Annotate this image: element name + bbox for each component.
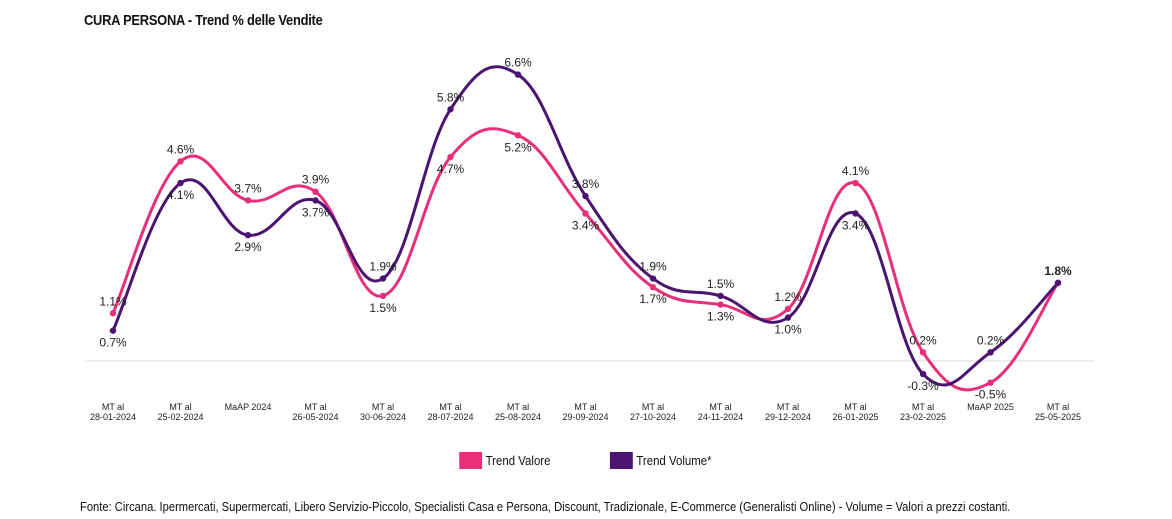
data-point-1-3 <box>312 197 319 204</box>
legend: Trend Valore Trend Volume* <box>0 452 1172 469</box>
x-tick-label-9: MT al 24-11-2024 <box>698 402 743 422</box>
data-label-1-7: 3.8% <box>572 177 600 191</box>
data-label-0-3: 3.9% <box>302 173 330 187</box>
x-tick-label-6: MT al 25-08-2024 <box>495 402 541 422</box>
data-point-0-0 <box>109 310 117 317</box>
data-label-1-2: 2.9% <box>234 240 262 254</box>
data-label-0-9: 1.3% <box>707 310 735 324</box>
data-label-1-6: 6.6% <box>504 56 532 70</box>
data-point-0-13 <box>987 379 994 386</box>
data-point-0-8 <box>649 284 657 291</box>
data-point-1-5 <box>447 106 454 113</box>
legend-item-trend-volume[interactable]: Trend Volume* <box>610 452 712 469</box>
data-point-1-12 <box>919 370 927 378</box>
data-point-1-8 <box>649 275 657 282</box>
data-point-0-11 <box>852 179 859 187</box>
data-point-0-7 <box>582 210 589 217</box>
x-tick-label-12: MT al 23-02-2025 <box>900 402 946 422</box>
data-label-0-8: 1.7% <box>639 292 667 306</box>
data-label-0-12: 0.2% <box>909 333 937 347</box>
data-label-0-13: -0.5% <box>975 388 1007 402</box>
legend-item-trend-valore[interactable]: Trend Valore <box>459 452 551 469</box>
x-tick-label-7: MT al 29-09-2024 <box>562 402 608 422</box>
chart-title: CURA PERSONA - Trend % delle Vendite <box>84 12 323 29</box>
data-point-1-4 <box>379 275 387 282</box>
x-tick-label-5: MT al 28-07-2024 <box>427 402 473 422</box>
data-point-0-12 <box>919 349 927 356</box>
x-tick-label-0: MT al 28-01-2024 <box>90 402 136 422</box>
data-label-0-0: 1.1% <box>99 294 127 308</box>
data-point-1-1 <box>177 179 184 187</box>
data-point-1-11 <box>852 210 859 217</box>
x-tick-label-10: MT al 29-12-2024 <box>765 402 811 422</box>
x-tick-label-2: MaAP 2024 <box>225 402 272 412</box>
legend-label-trend-volume: Trend Volume* <box>636 453 712 468</box>
data-label-1-5: 5.8% <box>437 90 465 104</box>
data-label-0-1: 4.6% <box>167 142 195 156</box>
data-point-1-14 <box>1054 279 1062 287</box>
data-label-0-4: 1.5% <box>369 301 397 315</box>
data-point-0-10 <box>784 305 792 313</box>
data-label-1-0: 0.7% <box>99 336 127 350</box>
data-point-0-6 <box>514 132 522 139</box>
data-label-0-11: 4.1% <box>842 164 870 178</box>
data-label-1-9: 1.5% <box>707 277 735 291</box>
x-tick-label-3: MT al 26-05-2024 <box>292 402 338 422</box>
data-label-1-4: 1.9% <box>369 260 397 274</box>
x-tick-label-1: MT al 25-02-2024 <box>157 402 203 422</box>
data-label-0-10: 1.2% <box>774 290 802 304</box>
data-point-0-4 <box>379 292 387 300</box>
data-label-1-1: 4.1% <box>167 188 195 202</box>
data-label-0-5: 4.7% <box>437 162 465 176</box>
data-point-0-2 <box>244 197 252 204</box>
data-label-1-3: 3.7% <box>302 205 330 219</box>
x-tick-label-14: MT al 25-05-2025 <box>1035 402 1081 422</box>
legend-label-trend-valore: Trend Valore <box>486 453 551 468</box>
data-point-1-13 <box>987 349 994 356</box>
data-point-0-9 <box>717 301 724 308</box>
data-label-14: 1.8% <box>1044 264 1072 278</box>
data-point-1-9 <box>717 292 724 300</box>
data-label-1-11: 3.4% <box>842 218 870 232</box>
data-point-1-10 <box>784 314 792 321</box>
data-label-1-13: 0.2% <box>977 333 1005 347</box>
data-point-1-2 <box>244 231 252 239</box>
legend-swatch-trend-valore <box>459 452 483 469</box>
data-label-0-6: 5.2% <box>504 140 532 154</box>
data-label-1-8: 1.9% <box>639 260 667 274</box>
x-tick-label-11: MT al 26-01-2025 <box>832 402 878 422</box>
data-point-0-3 <box>312 188 319 195</box>
x-tick-label-4: MT al 30-06-2024 <box>360 402 406 422</box>
legend-swatch-trend-volume <box>610 452 633 469</box>
data-point-1-7 <box>582 192 589 200</box>
series-line-0 <box>111 127 1060 392</box>
source-footnote: Fonte: Circana. Ipermercati, Supermercat… <box>80 499 1011 514</box>
x-tick-label-13: MaAP 2025 <box>967 402 1014 412</box>
data-point-0-5 <box>447 153 454 161</box>
data-label-0-7: 3.4% <box>572 218 600 232</box>
data-label-1-12: -0.3% <box>907 379 939 393</box>
data-point-1-6 <box>514 71 522 78</box>
series-line-1 <box>111 65 1060 387</box>
data-point-1-0 <box>109 327 117 334</box>
x-tick-label-8: MT al 27-10-2024 <box>630 402 676 422</box>
data-label-0-2: 3.7% <box>234 181 262 195</box>
data-label-1-10: 1.0% <box>774 323 802 337</box>
data-point-0-1 <box>177 158 184 165</box>
